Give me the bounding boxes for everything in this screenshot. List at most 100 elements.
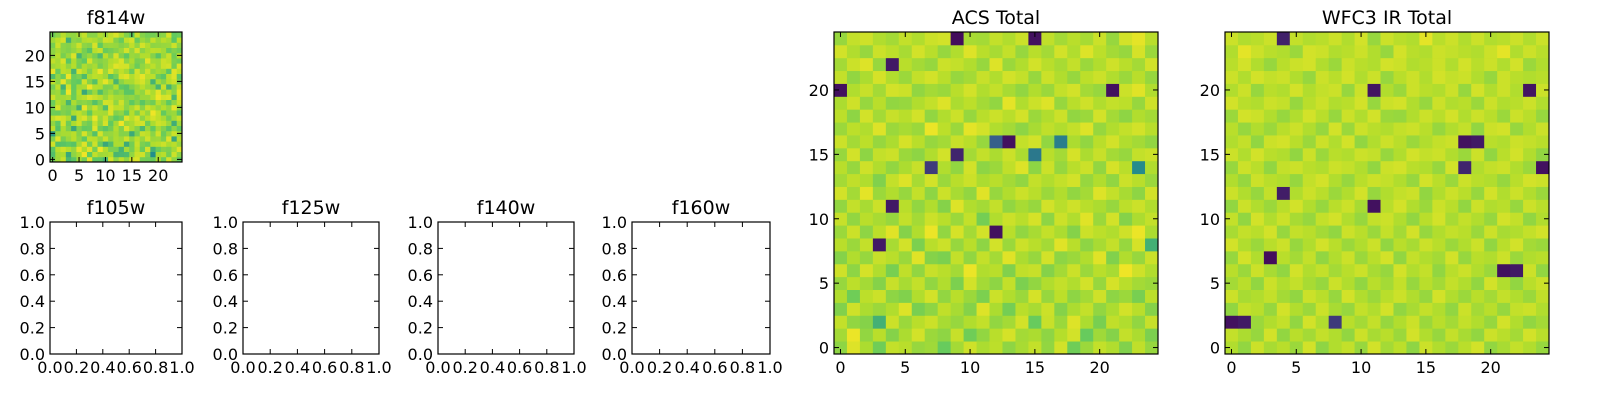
heatmap-cell <box>1276 341 1291 355</box>
heatmap-cell <box>176 58 183 64</box>
y-tick-label: 0.8 <box>602 239 627 258</box>
heatmap-cell <box>898 57 913 72</box>
heatmap-cell <box>1028 122 1042 136</box>
heatmap-cell <box>113 104 120 111</box>
heatmap-cell <box>113 99 120 106</box>
heatmap-cell <box>924 199 939 213</box>
heatmap-cell <box>1145 135 1159 149</box>
heatmap-cell <box>86 99 93 106</box>
y-tick-label: 0 <box>35 150 45 169</box>
heatmap-cell <box>97 78 104 85</box>
heatmap-cell <box>1054 44 1068 59</box>
heatmap-cell <box>1497 263 1511 278</box>
heatmap-cell <box>989 341 1003 355</box>
heatmap-cell <box>963 341 977 355</box>
heatmap-cell <box>1028 147 1042 162</box>
heatmap-cell <box>1393 225 1407 239</box>
heatmap-cell <box>134 37 141 43</box>
heatmap-cell <box>963 83 977 97</box>
heatmap-cell <box>1484 315 1498 329</box>
heatmap-cell <box>976 122 990 136</box>
heatmap-cell <box>171 115 178 121</box>
heatmap-cell <box>950 250 964 265</box>
heatmap-cell <box>1302 199 1317 213</box>
heatmap-cell <box>166 84 172 90</box>
heatmap-cell <box>92 68 98 74</box>
heatmap-cell <box>1263 173 1278 187</box>
y-tick-label: 0.4 <box>408 292 433 311</box>
heatmap-cell <box>1237 109 1252 123</box>
heatmap-cell <box>155 125 162 132</box>
heatmap-cell <box>963 250 977 265</box>
heatmap-cell <box>113 136 120 142</box>
heatmap-cell <box>1080 225 1094 239</box>
heatmap-cell <box>872 328 887 342</box>
heatmap-cell <box>129 47 135 54</box>
heatmap-cell <box>911 135 926 149</box>
heatmap-cell <box>171 89 178 95</box>
heatmap-cell <box>1315 302 1330 316</box>
heatmap-cell <box>1015 212 1029 226</box>
x-tick-label: 0 <box>48 166 58 185</box>
heatmap-cell <box>1315 109 1330 123</box>
heatmap-cell <box>976 212 990 226</box>
heatmap-cell <box>1263 289 1278 303</box>
heatmap-cell <box>1225 96 1239 110</box>
heatmap-cell <box>65 58 72 64</box>
heatmap-cell <box>76 110 83 116</box>
heatmap-cell <box>834 315 848 329</box>
heatmap-cell <box>1458 147 1472 162</box>
heatmap-cell <box>1315 315 1330 329</box>
heatmap-cell <box>1380 341 1394 355</box>
heatmap-cell <box>1054 186 1068 200</box>
heatmap-cell <box>166 120 172 126</box>
heatmap-cell <box>1002 109 1016 123</box>
heatmap-cell <box>1067 186 1081 200</box>
heatmap-cell <box>1106 83 1120 97</box>
heatmap-cell <box>1432 122 1446 136</box>
heatmap-cell <box>1119 96 1133 110</box>
heatmap-cell <box>134 156 141 163</box>
heatmap-cell <box>1367 32 1381 46</box>
heatmap-cell <box>1458 199 1472 213</box>
heatmap-cell <box>1067 135 1081 149</box>
heatmap-cell <box>1028 341 1042 355</box>
heatmap-cell <box>1093 328 1107 342</box>
heatmap-cell <box>1263 147 1278 162</box>
heatmap-cell <box>1028 135 1042 149</box>
heatmap-cell <box>950 122 964 136</box>
heatmap-cell <box>1002 32 1016 46</box>
heatmap-cell <box>1015 186 1029 200</box>
heatmap-cell <box>1041 199 1055 213</box>
heatmap-cell <box>171 63 178 69</box>
heatmap-cell <box>976 96 990 110</box>
heatmap-cell <box>937 250 952 265</box>
heatmap-cell <box>1289 173 1304 187</box>
heatmap-cell <box>150 136 156 142</box>
heatmap-cell <box>150 52 156 59</box>
heatmap-cell <box>1002 341 1016 355</box>
heatmap-cell <box>1289 160 1304 175</box>
heatmap-cell <box>1354 328 1368 342</box>
heatmap-cell <box>1041 238 1055 252</box>
heatmap-cell <box>92 63 98 69</box>
heatmap-cell <box>139 42 146 48</box>
heatmap-cell <box>989 263 1003 278</box>
heatmap-cell <box>1393 302 1407 316</box>
heatmap-cell <box>1263 263 1278 278</box>
heatmap-cell <box>1328 122 1343 136</box>
heatmap-cell <box>1393 250 1407 265</box>
heatmap-cell <box>86 141 93 147</box>
heatmap-cell <box>81 32 88 38</box>
heatmap-cell <box>81 120 88 126</box>
heatmap-cell <box>155 68 162 74</box>
heatmap-cell <box>1237 32 1252 46</box>
heatmap-cell <box>1328 302 1343 316</box>
heatmap-cell <box>55 104 61 111</box>
heatmap-cell <box>1523 315 1537 329</box>
x-tick-label: 0.2 <box>647 358 672 377</box>
heatmap-cell <box>911 341 926 355</box>
heatmap-cell <box>1106 238 1120 252</box>
heatmap-cell <box>86 120 93 126</box>
heatmap-cell <box>176 151 183 158</box>
